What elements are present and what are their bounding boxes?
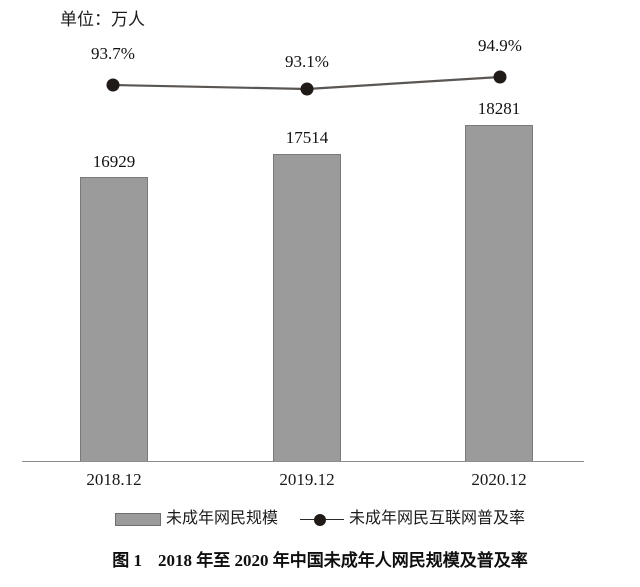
line-dot-swatch-icon: [300, 513, 344, 526]
percent-value-label: 94.9%: [478, 36, 522, 55]
x-axis-tick-label: 2019.12: [279, 470, 335, 489]
plot-area: 16929 17514 18281 93.7% 93.1% 94.9%: [22, 36, 584, 462]
x-axis-tick-label: 2020.12: [471, 470, 527, 489]
bar-2019: [273, 154, 341, 462]
percent-value-label: 93.7%: [91, 44, 135, 63]
unit-label: 单位：万人: [60, 10, 145, 29]
bar-2018: [80, 177, 148, 462]
legend-item-line-series: 未成年网民互联网普及率: [300, 508, 525, 530]
legend-label: 未成年网民规模: [165, 510, 278, 527]
bar-value-label: 16929: [92, 152, 136, 171]
line-marker-2018: [106, 78, 120, 92]
x-axis-line: [22, 461, 584, 462]
figure-caption-text: 2018 年至 2020 年中国未成年人网民规模及普及率: [158, 551, 528, 570]
chart-legend: 未成年网民规模 未成年网民互联网普及率: [0, 508, 640, 530]
bar-value-label: 17514: [285, 128, 329, 147]
x-axis-tick-label: 2018.12: [86, 470, 142, 489]
line-series: [106, 70, 507, 96]
figure-caption: 图 1 2018 年至 2020 年中国未成年人网民规模及普及率: [0, 549, 640, 573]
legend-label: 未成年网民互联网普及率: [349, 510, 526, 527]
figure-number: 图 1: [112, 551, 142, 570]
legend-item-bar-series: 未成年网民规模: [114, 508, 278, 530]
line-marker-2020: [493, 70, 507, 84]
line-marker-2019: [300, 82, 314, 96]
percent-value-label: 93.1%: [285, 52, 329, 71]
bar-swatch-icon: [114, 512, 161, 526]
bar-value-label: 18281: [477, 99, 521, 118]
bar-2020: [465, 125, 533, 462]
